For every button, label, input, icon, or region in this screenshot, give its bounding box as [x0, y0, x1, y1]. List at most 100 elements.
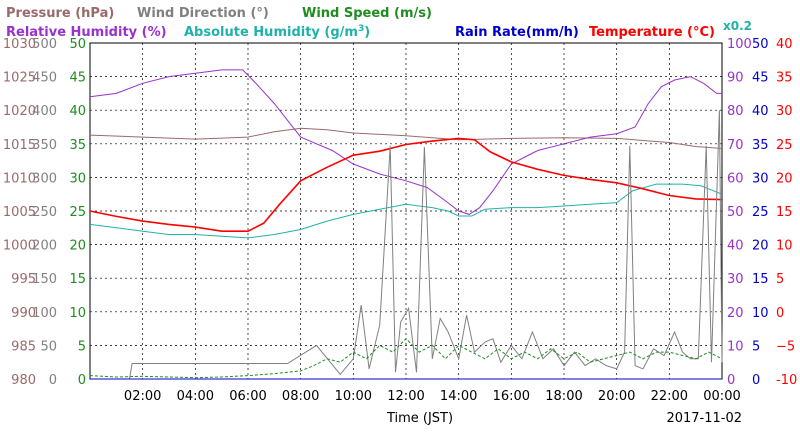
series-line-wind-speed	[89, 337, 723, 379]
tick-label-wind-speed: 25	[69, 205, 86, 220]
tick-label-temperature: 20	[776, 171, 793, 186]
tick-label-wind-direction: 50	[40, 339, 57, 354]
series-layer	[89, 69, 723, 380]
tick-label-temperature: -10	[776, 373, 797, 388]
tick-label-pressure: 1005	[3, 205, 36, 220]
tick-label-relative-humidity: 0	[727, 373, 735, 388]
tick-label-pressure: 1025	[3, 71, 36, 86]
tick-label-relative-humidity: 20	[727, 306, 744, 321]
scale-note: x0.2	[723, 19, 752, 33]
tick-label-rain-rate: 35	[752, 138, 769, 153]
legend-absolute-humidity-suffix: )	[364, 25, 370, 40]
x-tick-label: 22:00	[651, 389, 688, 404]
axis-labels: 9809859909951000100510101015102010251030…	[3, 37, 797, 404]
tick-label-pressure: 1030	[3, 37, 36, 52]
tick-label-wind-direction: 300	[32, 171, 57, 186]
tick-label-temperature: 10	[776, 239, 793, 254]
x-tick-label: 18:00	[545, 389, 582, 404]
legend-relative-humidity: Relative Humidity (%)	[6, 25, 167, 40]
tick-label-relative-humidity: 10	[727, 339, 744, 354]
tick-label-wind-speed: 40	[69, 104, 86, 119]
tick-label-wind-direction: 450	[32, 71, 57, 86]
tick-label-pressure: 1020	[3, 104, 36, 119]
tick-label-relative-humidity: 70	[727, 138, 744, 153]
tick-label-rain-rate: 50	[752, 37, 769, 52]
x-tick-label: 16:00	[493, 389, 530, 404]
tick-label-wind-direction: 0	[49, 373, 57, 388]
tick-label-wind-direction: 150	[32, 272, 57, 287]
series-line-pressure	[89, 127, 723, 149]
x-tick-label: 10:00	[335, 389, 372, 404]
tick-label-relative-humidity: 80	[727, 104, 744, 119]
tick-label-temperature: 40	[776, 37, 793, 52]
tick-label-temperature: −5	[776, 339, 795, 354]
tick-label-rain-rate: 5	[752, 339, 760, 354]
tick-label-wind-direction: 400	[32, 104, 57, 119]
x-tick-label: 08:00	[282, 389, 319, 404]
tick-label-temperature: 15	[776, 205, 793, 220]
series-line-relative-humidity	[89, 69, 722, 215]
tick-label-pressure: 990	[11, 306, 36, 321]
tick-label-relative-humidity: 60	[727, 171, 744, 186]
tick-label-rain-rate: 45	[752, 71, 769, 86]
tick-label-pressure: 985	[11, 339, 36, 354]
tick-label-wind-direction: 350	[32, 138, 57, 153]
tick-label-wind-speed: 20	[69, 239, 86, 254]
legend-pressure: Pressure (hPa)	[6, 6, 114, 21]
tick-label-wind-speed: 45	[69, 71, 86, 86]
x-tick-label: 04:00	[177, 389, 214, 404]
tick-label-rain-rate: 30	[752, 171, 769, 186]
x-tick-label: 06:00	[229, 389, 266, 404]
series-line-wind-direction	[90, 110, 723, 380]
tick-label-pressure: 995	[11, 272, 36, 287]
x-tick-label: 14:00	[440, 389, 477, 404]
grid	[90, 43, 722, 379]
tick-label-wind-speed: 0	[78, 373, 86, 388]
x-tick-label: 20:00	[598, 389, 635, 404]
x-tick-label: 02:00	[124, 389, 161, 404]
date-label: 2017-11-02	[666, 411, 742, 426]
tick-label-wind-direction: 200	[32, 239, 57, 254]
legend-absolute-humidity-text: Absolute Humidity (g/m	[184, 25, 358, 40]
legend-wind-direction: Wind Direction (°)	[137, 6, 269, 21]
x-tick-label: 00:00	[703, 389, 740, 404]
tick-label-relative-humidity: 50	[727, 205, 744, 220]
legend-rain-rate: Rain Rate(mm/h)	[455, 25, 579, 40]
tick-label-wind-direction: 250	[32, 205, 57, 220]
tick-label-relative-humidity: 30	[727, 272, 744, 287]
x-axis-title: Time (JST)	[386, 411, 453, 426]
tick-label-wind-speed: 35	[69, 138, 86, 153]
tick-label-pressure: 1015	[3, 138, 36, 153]
tick-label-wind-speed: 15	[69, 272, 86, 287]
tick-label-rain-rate: 15	[752, 272, 769, 287]
tick-label-temperature: 0	[776, 306, 784, 321]
tick-label-wind-speed: 10	[69, 306, 86, 321]
tick-label-wind-direction: 100	[32, 306, 57, 321]
tick-label-wind-speed: 30	[69, 171, 86, 186]
legend-temperature: Temperature (°C)	[589, 25, 715, 40]
tick-label-temperature: 35	[776, 71, 793, 86]
tick-label-wind-speed: 5	[78, 339, 86, 354]
tick-label-temperature: 25	[776, 138, 793, 153]
tick-label-pressure: 980	[11, 373, 36, 388]
tick-label-pressure: 1010	[3, 171, 36, 186]
tick-label-temperature: 30	[776, 104, 793, 119]
tick-label-rain-rate: 10	[752, 306, 769, 321]
tick-label-rain-rate: 0	[752, 373, 760, 388]
legend-wind-speed: Wind Speed (m/s)	[302, 6, 432, 21]
tick-label-relative-humidity: 100	[727, 37, 752, 52]
tick-label-relative-humidity: 40	[727, 239, 744, 254]
tick-label-rain-rate: 20	[752, 239, 769, 254]
series-line-temperature	[89, 137, 723, 232]
tick-label-temperature: 5	[776, 272, 784, 287]
tick-label-rain-rate: 25	[752, 205, 769, 220]
series-line-absolute-humidity	[89, 183, 723, 239]
legend-absolute-humidity: Absolute Humidity (g/m3)	[184, 24, 370, 40]
tick-label-pressure: 1000	[3, 239, 36, 254]
legend-absolute-humidity-sup: 3	[358, 24, 364, 34]
tick-label-relative-humidity: 90	[727, 71, 744, 86]
tick-label-wind-direction: 500	[32, 37, 57, 52]
tick-label-rain-rate: 40	[752, 104, 769, 119]
tick-label-wind-speed: 50	[69, 37, 86, 52]
